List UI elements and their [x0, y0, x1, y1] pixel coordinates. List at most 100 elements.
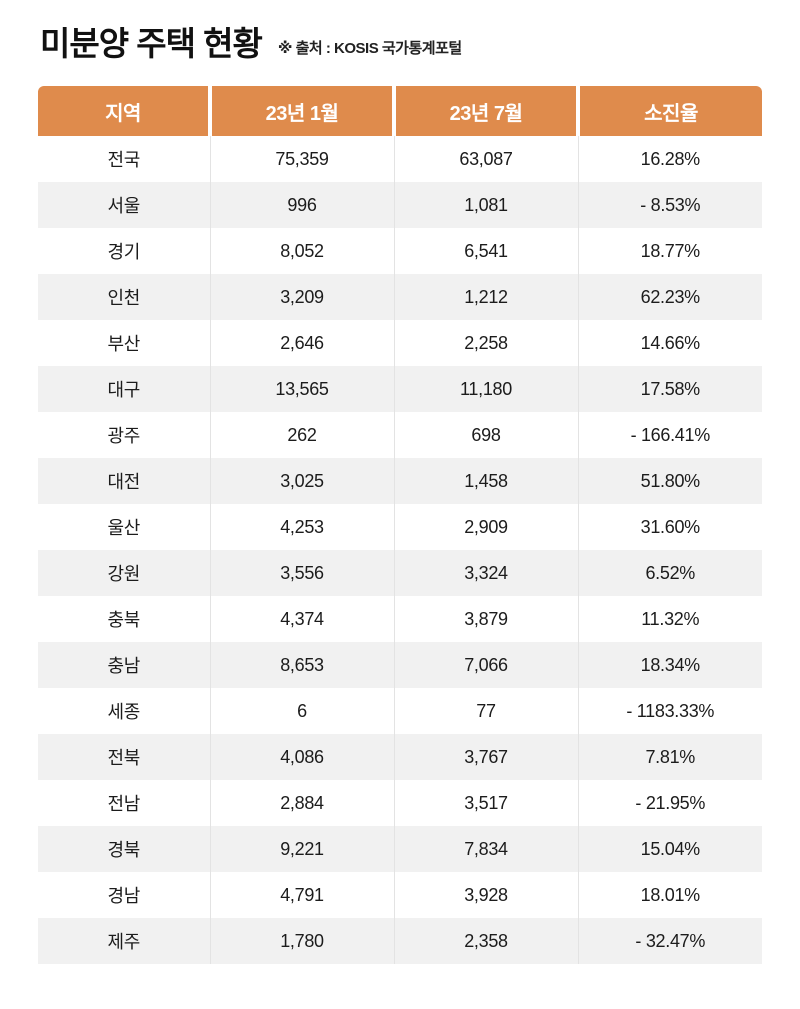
value-cell: 6: [209, 688, 394, 735]
value-cell: 3,928: [393, 872, 578, 919]
value-cell: 996: [209, 182, 394, 229]
value-cell: 3,879: [393, 596, 578, 643]
value-cell: 4,791: [209, 872, 394, 919]
region-cell: 광주: [107, 426, 141, 447]
value-cell: 8,052: [209, 228, 394, 275]
region-cell: 대구: [107, 380, 141, 401]
value-cell: 16.28%: [577, 136, 762, 183]
table-row: 광주 262 698- 166.41%: [38, 412, 762, 459]
region-cell: 부산: [107, 334, 141, 355]
column-header-jul-2023: 23년 7월: [392, 86, 578, 137]
table-row: 부산 2,646 2,258 14.66%: [38, 320, 762, 367]
value-cell: 63,087: [393, 136, 578, 183]
region-cell: 충남: [107, 656, 141, 677]
value-cell: 4,253: [209, 504, 394, 551]
value-cell: 75,359: [209, 136, 394, 183]
region-cell: 전국: [107, 150, 141, 171]
value-cell: 3,209: [209, 274, 394, 321]
page-title: 미분양 주택 현황: [40, 25, 263, 62]
value-cell: 15.04%: [577, 826, 762, 873]
region-cell: 충북: [107, 610, 141, 631]
value-cell: 1,212: [393, 274, 578, 321]
value-cell: 17.58%: [577, 366, 762, 413]
value-cell: 1,458: [393, 458, 578, 505]
value-cell: 262: [209, 412, 394, 459]
value-cell: 62.23%: [577, 274, 762, 321]
column-header-region: 지역: [38, 86, 210, 137]
table-header: 지역 23년 1월 23년 7월 소진율: [38, 86, 762, 137]
value-cell: 4,374: [209, 596, 394, 643]
unsold-housing-table: 지역 23년 1월 23년 7월 소진율 전국 75,359 63,087 16.28…: [38, 86, 762, 965]
value-cell: 11.32%: [577, 596, 762, 643]
value-cell: 7.81%: [577, 734, 762, 781]
table-row: 대전 3,025 1,458 51.80%: [38, 458, 762, 505]
region-cell: 전북: [107, 748, 141, 769]
value-cell: 8,653: [209, 642, 394, 689]
region-cell: 경기: [107, 242, 141, 263]
value-cell: 31.60%: [577, 504, 762, 551]
region-cell: 제주: [107, 932, 141, 953]
value-cell: 6.52%: [577, 550, 762, 597]
value-cell: - 21.95%: [577, 780, 762, 827]
value-cell: 2,909: [393, 504, 578, 551]
table-row: 충북 4,374 3,879 11.32%: [38, 596, 762, 643]
region-cell: 서울: [107, 196, 141, 217]
table-row: 서울 996 1,081- 8.53%: [38, 182, 762, 229]
value-cell: 3,517: [393, 780, 578, 827]
table-row: 강원 3,556 3,324 6.52%: [38, 550, 762, 597]
table-row: 전북 4,086 3,767 7.81%: [38, 734, 762, 781]
table-row: 경북 9,221 7,834 15.04%: [38, 826, 762, 873]
value-cell: 18.34%: [577, 642, 762, 689]
region-cell: 대전: [107, 472, 141, 493]
region-cell: 인천: [107, 288, 141, 309]
value-cell: 2,258: [393, 320, 578, 367]
value-cell: 7,066: [393, 642, 578, 689]
table-row: 제주 1,780 2,358- 32.47%: [38, 918, 762, 965]
value-cell: 9,221: [209, 826, 394, 873]
table-row: 세종 6 77- 1183.33%: [38, 688, 762, 735]
region-cell: 경북: [107, 840, 141, 861]
value-cell: 6,541: [393, 228, 578, 275]
value-cell: 2,646: [209, 320, 394, 367]
value-cell: 1,780: [209, 918, 394, 965]
column-header-jan-2023: 23년 1월: [208, 86, 394, 137]
value-cell: 14.66%: [577, 320, 762, 367]
region-cell: 울산: [107, 518, 141, 539]
table-row: 경남 4,791 3,928 18.01%: [38, 872, 762, 919]
value-cell: 3,025: [209, 458, 394, 505]
value-cell: 2,358: [393, 918, 578, 965]
value-cell: - 32.47%: [577, 918, 762, 965]
region-cell: 세종: [107, 702, 141, 723]
value-cell: 698: [393, 412, 578, 459]
value-cell: 18.77%: [577, 228, 762, 275]
value-cell: - 166.41%: [577, 412, 762, 459]
value-cell: 11,180: [393, 366, 578, 413]
value-cell: 3,556: [209, 550, 394, 597]
source-note: ※ 출처 : KOSIS 국가통계포털: [277, 40, 462, 58]
value-cell: 77: [393, 688, 578, 735]
table-row: 충남 8,653 7,066 18.34%: [38, 642, 762, 689]
table-row: 경기 8,052 6,541 18.77%: [38, 228, 762, 275]
table-row: 대구 13,565 11,180 17.58%: [38, 366, 762, 413]
region-cell: 전남: [107, 794, 141, 815]
value-cell: 3,767: [393, 734, 578, 781]
table-body: 전국 75,359 63,087 16.28% 서울 996 1,081- 8.53% 경기 8…: [38, 136, 762, 965]
value-cell: 13,565: [209, 366, 394, 413]
value-cell: 7,834: [393, 826, 578, 873]
table-row: 전국 75,359 63,087 16.28%: [38, 136, 762, 183]
value-cell: - 1183.33%: [577, 688, 762, 735]
table-row: 인천 3,209 1,212 62.23%: [38, 274, 762, 321]
table-row: 울산 4,253 2,909 31.60%: [38, 504, 762, 551]
region-cell: 강원: [107, 564, 141, 585]
value-cell: 3,324: [393, 550, 578, 597]
value-cell: 51.80%: [577, 458, 762, 505]
value-cell: - 8.53%: [577, 182, 762, 229]
value-cell: 4,086: [209, 734, 394, 781]
value-cell: 18.01%: [577, 872, 762, 919]
column-header-absorption-rate: 소진율: [576, 86, 762, 137]
region-cell: 경남: [107, 886, 141, 907]
table-row: 전남 2,884 3,517- 21.95%: [38, 780, 762, 827]
value-cell: 2,884: [209, 780, 394, 827]
value-cell: 1,081: [393, 182, 578, 229]
